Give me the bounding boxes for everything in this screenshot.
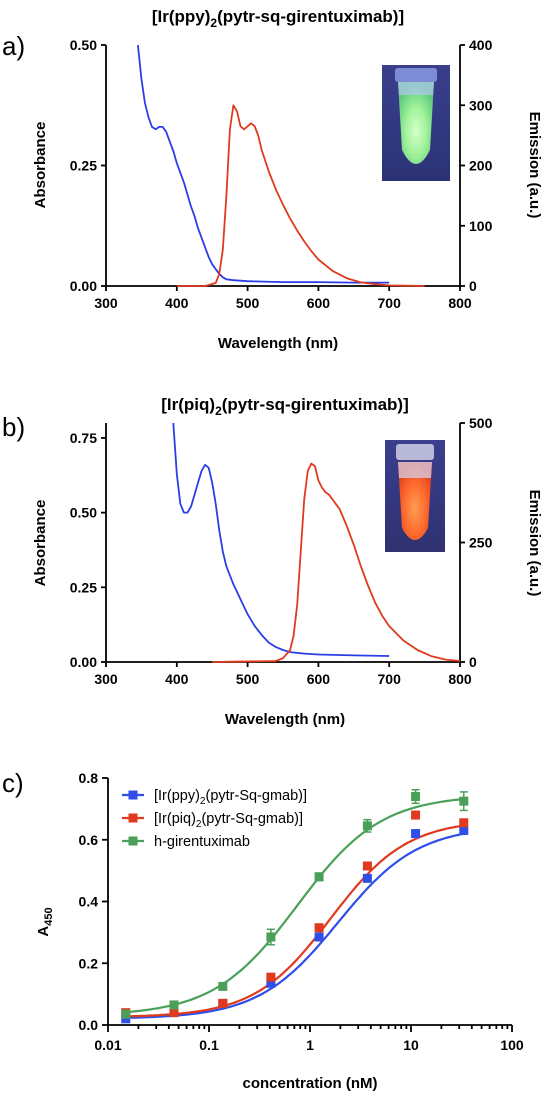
panel-c-x-tick-label: 0.1 [199,1037,219,1053]
panel-a-inset-vial-photo [382,65,450,181]
panel-a-x-tick-label: 500 [236,295,260,311]
panel-a-y2-tick-label: 100 [469,218,493,234]
panel-a-y2label: Emission (a.u.) [526,112,543,219]
panel-a-y-tick-label: 0.25 [70,158,97,174]
panel-c-data-point [169,1000,179,1010]
panel-c-y-tick-label: 0.8 [79,770,99,786]
panel-a-y2-tick-label: 400 [469,37,493,53]
panel-c-data-point [218,998,228,1008]
panel-b-x-tick-label: 500 [236,671,260,687]
panel-c-legend-marker [128,813,138,823]
panel-c-data-point [459,796,469,806]
panel-c-data-point [459,818,469,828]
panel-c-ylabel: A450 [35,907,55,936]
panel-b: b) [Ir(piq)2(pytr-sq-girentuximab)] Wave… [2,395,543,728]
panel-c-data-point [314,872,324,882]
panel-b-x-tick-label: 700 [378,671,402,687]
panel-c-data-point [411,810,421,820]
panel-b-y-tick-label: 0.50 [70,505,97,521]
panel-c-data-point [314,932,324,942]
panel-a-x-tick-label: 600 [307,295,331,311]
panel-c-data-point [218,981,228,991]
panel-c-legend-label: [Ir(ppy)2(pytr-Sq-gmab)] [154,788,307,807]
panel-c: c) concentration (nM) A450 0.01 0.1 1 10 100… [2,768,524,1092]
panel-c-data-point [411,829,421,839]
panel-c-legend-label: h-girentuximab [154,834,250,850]
panel-c-fit-curve [125,832,464,1019]
panel-b-absorbance-line [172,422,390,657]
panel-c-x-tick-label: 0.01 [94,1037,121,1053]
panel-c-data-point [362,873,372,883]
panel-c-legend-marker [128,790,138,800]
panel-b-x-tick-label: 300 [94,671,118,687]
panel-c-legend-label: [Ir(piq)2(pytr-Sq-gmab)] [154,811,303,830]
panel-c-fit-curve [125,797,464,1014]
panel-c-data-point [266,972,276,982]
panel-c-data-point [266,932,276,942]
panel-c-data-point [314,923,324,933]
panel-c-data-point [411,792,421,802]
panel-b-inset-vial-photo [385,440,445,552]
panel-c-data-point [266,978,276,988]
panel-c-data-point [459,825,469,835]
panel-a-title: [Ir(ppy)2(pytr-sq-girentuximab)] [152,7,404,30]
panel-c-y-tick-label: 0.2 [79,955,99,971]
panel-c-y-tick-label: 0.6 [79,832,99,848]
panel-c-data-point [169,1008,179,1018]
panel-a-x-tick-label: 700 [378,295,402,311]
panel-c-y-tick-label: 0.4 [79,894,99,910]
panel-a-letter: a) [2,31,25,61]
panel-c-data-point [121,1014,131,1024]
panel-b-x-tick-label: 600 [307,671,331,687]
panel-a-emission-line [176,104,425,287]
panel-a-y2-tick-label: 200 [469,158,493,174]
panel-c-legend-marker [128,836,138,846]
panel-c-x-tick-label: 10 [403,1037,419,1053]
panel-c-fit-curve [125,824,464,1018]
panel-c-data-point [362,861,372,871]
panel-a-ylabel: Absorbance [32,122,49,209]
panel-a-x-tick-label: 800 [448,295,472,311]
panel-b-y2-tick-label: 500 [469,415,493,431]
panel-b-y-tick-label: 0.00 [70,654,97,670]
panel-b-y-tick-label: 0.25 [70,579,97,595]
panel-b-y2-tick-label: 250 [469,535,493,551]
panel-c-x-tick-label: 1 [306,1037,314,1053]
panel-b-xlabel: Wavelength (nm) [225,711,345,728]
panel-b-title: [Ir(piq)2(pytr-sq-girentuximab)] [161,395,409,418]
panel-b-ylabel: Absorbance [32,500,49,587]
panel-c-data-point [362,821,372,831]
panel-c-data-point [121,1009,131,1019]
panel-b-y2-tick-label: 0 [469,654,477,670]
panel-b-x-tick-label: 800 [448,671,472,687]
panel-c-letter: c) [2,768,24,798]
panel-b-x-tick-label: 400 [165,671,189,687]
panel-b-emission-line [212,462,461,663]
panel-a-y-tick-label: 0.50 [70,37,97,53]
panel-a-x-tick-label: 300 [94,295,118,311]
panel-a-x-tick-label: 400 [165,295,189,311]
panel-c-y-tick-label: 0.0 [79,1017,99,1033]
panel-b-y-tick-label: 0.75 [70,430,97,446]
panel-b-letter: b) [2,412,25,442]
panel-c-x-tick-label: 100 [500,1037,524,1053]
panel-b-y2label: Emission (a.u.) [526,490,543,597]
panel-a-y-tick-label: 0.00 [70,278,97,294]
panel-a-absorbance-line [137,44,390,284]
panel-a-xlabel: Wavelength (nm) [218,335,338,352]
panel-a-y2-tick-label: 300 [469,97,493,113]
panel-a: a) [Ir(ppy)2(pytr-sq-girentuximab)] Wave… [2,7,543,352]
panel-c-xlabel: concentration (nM) [243,1075,378,1092]
panel-a-y2-tick-label: 0 [469,278,477,294]
